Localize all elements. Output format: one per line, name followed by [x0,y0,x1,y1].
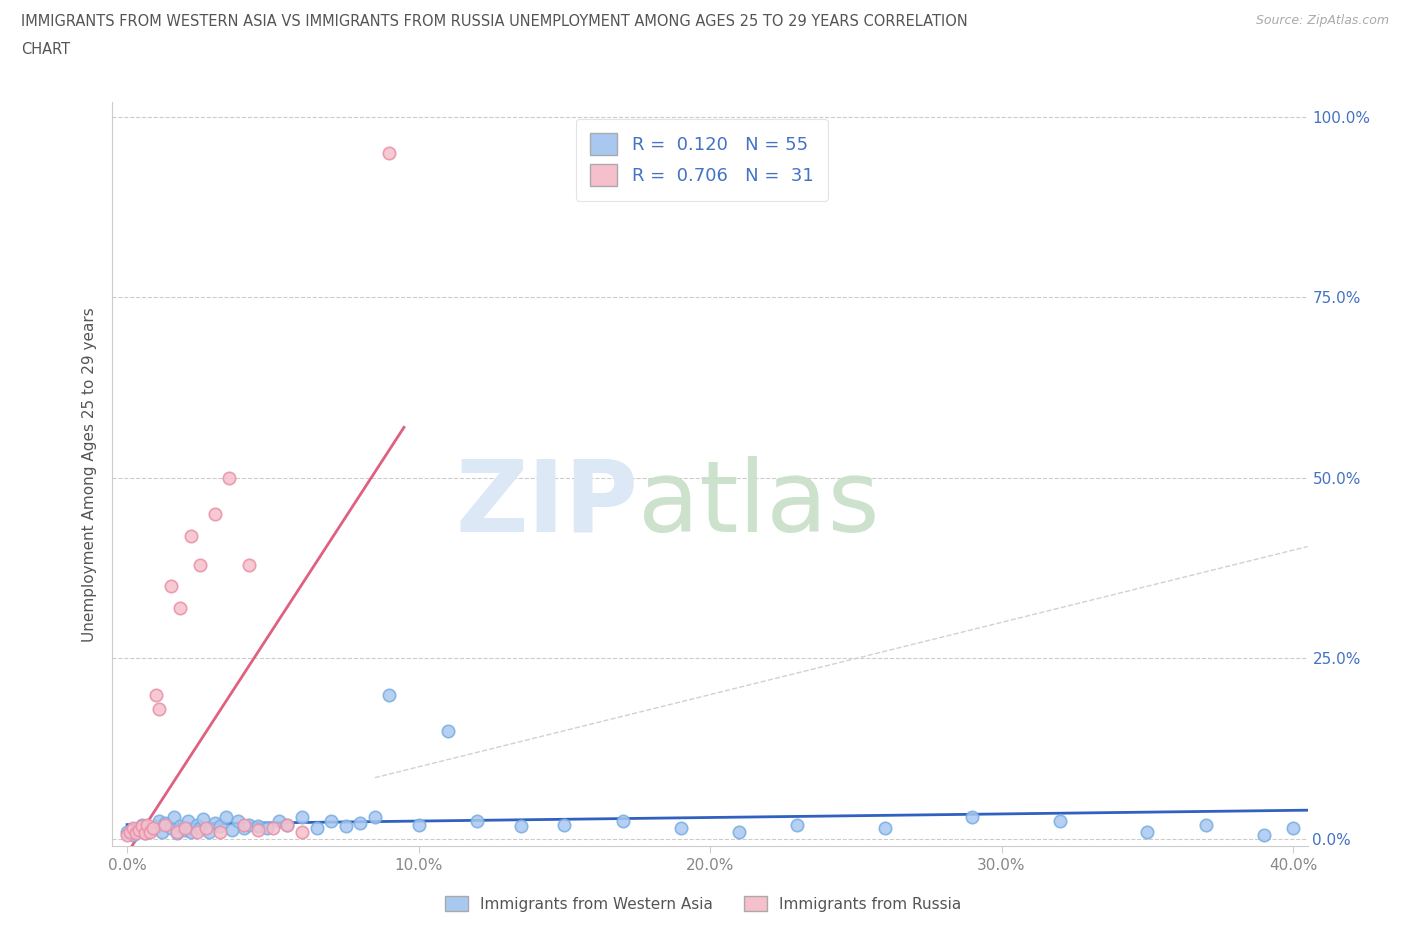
Point [226,814,249,829]
Point [276,817,298,832]
Point [378,145,401,160]
Point [786,817,808,832]
Legend: Immigrants from Western Asia, Immigrants from Russia: Immigrants from Western Asia, Immigrants… [439,889,967,918]
Point [209,818,232,833]
Point [131,818,153,833]
Point [408,817,430,832]
Point [186,817,208,832]
Point [153,817,176,832]
Legend: R =  0.120   N = 55, R =  0.706   N =  31: R = 0.120 N = 55, R = 0.706 N = 31 [575,119,828,201]
Point [136,817,159,832]
Point [232,817,254,832]
Point [1282,821,1305,836]
Point [142,821,165,836]
Point [553,817,575,832]
Point [209,824,232,839]
Point [669,821,692,836]
Point [262,821,284,836]
Point [728,824,751,839]
Point [335,818,357,833]
Point [177,814,200,829]
Point [247,818,270,833]
Point [962,810,984,825]
Text: CHART: CHART [21,42,70,57]
Point [163,810,186,825]
Point [128,823,150,838]
Point [169,818,191,833]
Point [174,821,197,836]
Point [1136,824,1159,839]
Point [612,814,634,829]
Point [145,687,167,702]
Point [115,828,138,843]
Point [276,817,298,832]
Point [215,810,238,825]
Text: ZIP: ZIP [456,456,638,552]
Point [186,824,208,839]
Point [291,810,314,825]
Point [159,821,181,836]
Point [305,821,328,836]
Point [197,824,219,839]
Point [145,818,167,833]
Point [115,824,138,839]
Point [125,826,148,841]
Point [291,824,314,839]
Point [166,824,188,839]
Point [166,826,188,841]
Point [180,528,202,543]
Point [148,701,170,716]
Point [159,578,181,593]
Point [319,814,342,829]
Point [180,824,202,839]
Point [204,507,226,522]
Text: Source: ZipAtlas.com: Source: ZipAtlas.com [1256,14,1389,27]
Point [148,814,170,829]
Point [150,824,173,839]
Point [191,811,214,826]
Point [122,821,145,836]
Point [1253,828,1275,843]
Point [1194,817,1216,832]
Point [188,557,211,572]
Point [267,814,290,829]
Point [128,821,150,836]
Point [238,817,260,832]
Point [169,601,191,616]
Text: atlas: atlas [638,456,880,552]
Point [509,818,531,833]
Point [122,828,145,843]
Point [349,816,371,830]
Point [465,814,488,829]
Point [256,821,278,836]
Point [218,471,240,485]
Point [221,823,243,838]
Point [118,824,141,839]
Point [378,687,401,702]
Point [247,823,270,838]
Point [174,823,197,838]
Point [436,724,458,738]
Point [188,821,211,836]
Point [238,557,260,572]
Point [1049,814,1071,829]
Y-axis label: Unemployment Among Ages 25 to 29 years: Unemployment Among Ages 25 to 29 years [82,307,97,642]
Point [873,821,896,836]
Point [134,826,156,841]
Point [194,821,217,836]
Point [232,821,254,836]
Text: IMMIGRANTS FROM WESTERN ASIA VS IMMIGRANTS FROM RUSSIA UNEMPLOYMENT AMONG AGES 2: IMMIGRANTS FROM WESTERN ASIA VS IMMIGRAN… [21,14,967,29]
Point [131,817,153,832]
Point [134,826,156,841]
Point [204,816,226,830]
Point [153,816,176,830]
Point [364,810,387,825]
Point [139,824,162,839]
Point [139,823,162,838]
